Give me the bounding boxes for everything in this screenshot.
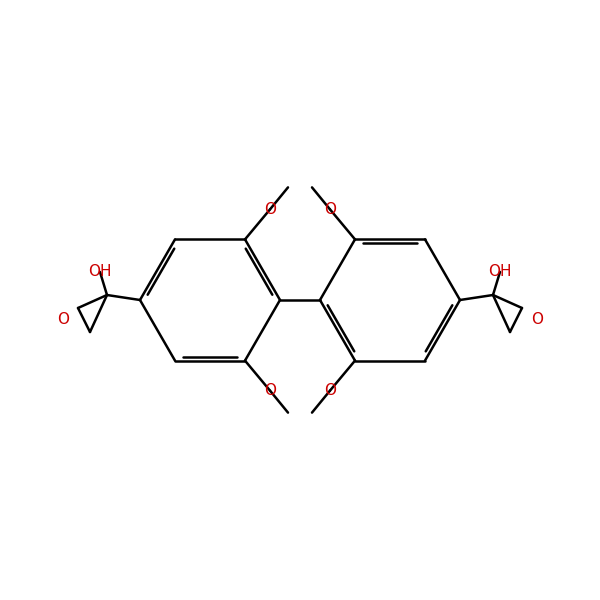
Text: OH: OH [88,265,112,280]
Text: O: O [264,202,276,217]
Text: OH: OH [488,265,512,280]
Text: O: O [57,313,69,328]
Text: O: O [531,313,543,328]
Text: O: O [324,202,336,217]
Text: O: O [264,383,276,398]
Text: O: O [324,383,336,398]
